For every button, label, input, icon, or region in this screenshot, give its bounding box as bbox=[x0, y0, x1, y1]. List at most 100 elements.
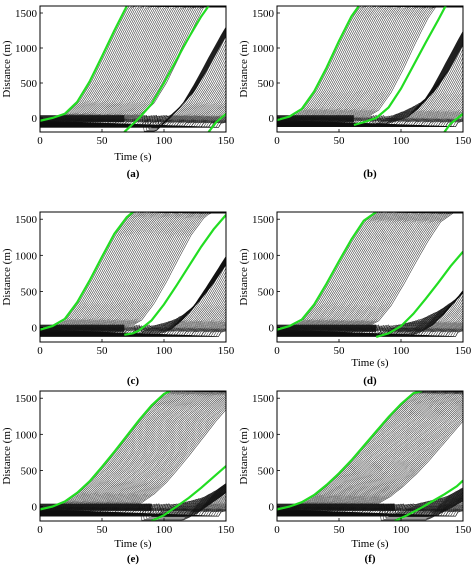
x-axis-label: Time (s) bbox=[114, 151, 152, 163]
y-tick-label: 1000 bbox=[15, 43, 38, 55]
x-tick-label: 0 bbox=[274, 524, 280, 536]
y-tick-label: 1500 bbox=[15, 8, 38, 20]
y-tick-label: 0 bbox=[32, 502, 38, 514]
series-2-line bbox=[123, 6, 210, 132]
series-3-line bbox=[443, 112, 463, 132]
x-tick-label: 50 bbox=[97, 135, 109, 147]
series-1-line bbox=[277, 212, 377, 331]
axes-frame bbox=[276, 211, 464, 343]
x-tick-label: 150 bbox=[218, 135, 235, 147]
y-axis-label: Distance (m) bbox=[1, 40, 13, 97]
trajectory-field bbox=[40, 212, 226, 337]
y-tick-label: 1500 bbox=[252, 214, 275, 226]
trajectory-line bbox=[277, 399, 463, 512]
y-tick-label: 1000 bbox=[15, 429, 38, 441]
trajectory-line bbox=[40, 330, 226, 337]
panel-label: (a) bbox=[127, 168, 140, 180]
trajectory-line bbox=[40, 391, 226, 512]
x-tick-label: 100 bbox=[156, 524, 173, 536]
queue-band bbox=[40, 115, 125, 123]
trajectory-field bbox=[277, 212, 463, 337]
trajectory-line bbox=[40, 395, 226, 513]
trajectory-line bbox=[40, 391, 226, 511]
series-1-line bbox=[40, 391, 171, 511]
trajectory-line bbox=[277, 57, 463, 126]
trajectory-line bbox=[40, 262, 226, 335]
series-1-line bbox=[277, 391, 423, 511]
x-tick-label: 100 bbox=[156, 135, 173, 147]
trajectory-line bbox=[40, 121, 226, 128]
trajectory-line bbox=[277, 34, 463, 124]
x-tick-label: 150 bbox=[455, 524, 472, 536]
y-tick-label: 500 bbox=[21, 465, 38, 477]
x-tick-label: 0 bbox=[37, 135, 43, 147]
series-3-line bbox=[207, 112, 226, 132]
panel-label: (e) bbox=[127, 553, 140, 565]
axes-frame bbox=[276, 5, 464, 133]
trajectory-line bbox=[40, 391, 226, 512]
series-2-line bbox=[151, 465, 226, 521]
y-tick-label: 500 bbox=[21, 286, 38, 298]
trajectory-line bbox=[40, 391, 226, 511]
trajectory-line bbox=[40, 391, 226, 511]
trajectory-line bbox=[40, 263, 226, 335]
series-2-line bbox=[375, 250, 463, 338]
panel-label: (b) bbox=[363, 168, 377, 180]
x-tick-label: 100 bbox=[393, 135, 410, 147]
trajectory-line bbox=[277, 6, 463, 121]
y-tick-label: 500 bbox=[21, 78, 38, 90]
y-axis-label: Distance (m) bbox=[1, 427, 13, 484]
trajectory-line bbox=[40, 391, 226, 511]
x-axis-label: Time (s) bbox=[114, 538, 152, 550]
queue-band bbox=[40, 324, 125, 332]
trajectory-line bbox=[40, 6, 226, 122]
trajectory-field bbox=[40, 391, 226, 521]
trajectory-line bbox=[277, 212, 463, 331]
queue-band bbox=[277, 324, 377, 332]
trajectory-line bbox=[40, 391, 226, 511]
x-tick-label: 150 bbox=[455, 135, 472, 147]
x-tick-label: 150 bbox=[455, 345, 472, 357]
trajectory-line bbox=[40, 391, 226, 511]
trajectory-line bbox=[40, 409, 226, 513]
y-tick-label: 0 bbox=[269, 113, 275, 125]
y-axis-label: Distance (m) bbox=[238, 427, 250, 484]
x-tick-label: 50 bbox=[334, 135, 346, 147]
x-tick-label: 100 bbox=[393, 345, 410, 357]
y-tick-label: 1500 bbox=[15, 214, 38, 226]
series-1-line bbox=[277, 6, 360, 122]
trajectory-line bbox=[40, 391, 226, 511]
trajectory-line bbox=[277, 392, 463, 512]
y-tick-label: 1000 bbox=[252, 43, 275, 55]
trajectory-line bbox=[40, 391, 226, 512]
axes-frame bbox=[276, 390, 464, 522]
x-tick-label: 50 bbox=[97, 345, 109, 357]
x-tick-label: 0 bbox=[274, 345, 280, 357]
y-tick-label: 0 bbox=[32, 113, 38, 125]
axes-frame bbox=[39, 5, 227, 133]
x-tick-label: 150 bbox=[218, 524, 235, 536]
y-tick-label: 500 bbox=[258, 286, 275, 298]
trajectory-line bbox=[40, 391, 226, 512]
axes-frame bbox=[39, 211, 227, 343]
trajectory-line bbox=[277, 510, 463, 517]
y-tick-label: 1000 bbox=[15, 250, 38, 262]
y-tick-label: 0 bbox=[269, 502, 275, 514]
trajectory-line bbox=[40, 391, 226, 511]
series-2-line bbox=[394, 479, 463, 521]
queue-band bbox=[277, 503, 395, 511]
trajectory-line bbox=[40, 391, 226, 510]
queue-band bbox=[40, 503, 152, 511]
trajectory-line bbox=[40, 401, 226, 513]
x-axis-label: Time (s) bbox=[351, 357, 389, 369]
series-2-line bbox=[353, 6, 447, 127]
y-tick-label: 0 bbox=[269, 323, 275, 335]
panel-label: (d) bbox=[363, 375, 377, 387]
trajectory-line bbox=[40, 263, 226, 335]
trajectory-field bbox=[277, 6, 463, 127]
